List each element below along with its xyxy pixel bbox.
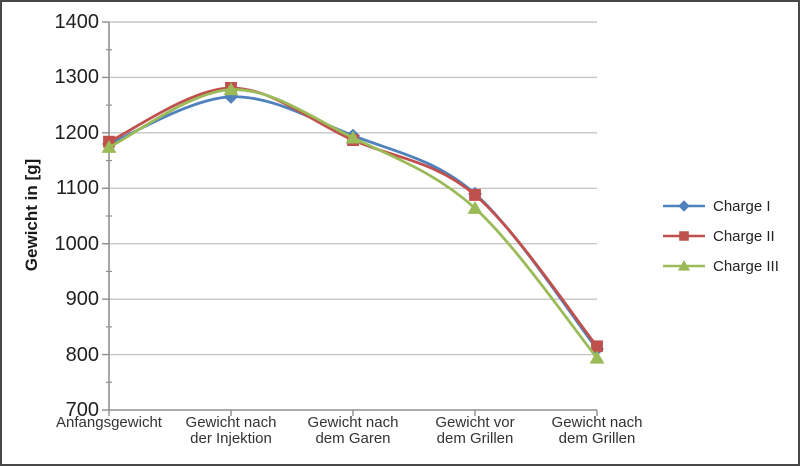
legend-item-charge-ii: Charge II	[661, 221, 779, 251]
legend-label: Charge I	[713, 197, 771, 215]
x-axis-category-label: Anfangsgewicht	[45, 415, 173, 431]
x-axis-category-label: Gewicht nach dem Garen	[289, 415, 417, 447]
x-axis-category-label-line: Gewicht nach	[185, 414, 277, 431]
y-axis-tick-label: 900	[65, 288, 99, 311]
series-marker-triangle-charge-iii	[101, 139, 117, 153]
y-axis-tick-label: 800	[65, 343, 99, 366]
legend-marker-diamond-icon	[663, 200, 705, 212]
series-marker-square-charge-ii	[469, 189, 481, 201]
series-marker-triangle-charge-iii	[223, 82, 239, 96]
y-axis-tick-label: 1000	[54, 232, 100, 255]
x-axis-category-label-line: Gewicht vor	[435, 414, 515, 431]
legend-item-charge-i: Charge I	[661, 191, 779, 221]
series-marker-triangle-charge-iii	[345, 130, 361, 144]
series-line-charge-ii	[107, 86, 599, 348]
series-marker-triangle-charge-iii	[467, 200, 483, 214]
x-axis-category-label-line: dem Grillen	[436, 430, 514, 447]
y-axis-tick-label: 1300	[54, 66, 100, 89]
x-axis-category-label: Gewicht nach der Injektion	[167, 415, 295, 447]
y-axis-tick-label: 1200	[54, 121, 100, 144]
legend-marker-shape	[677, 259, 691, 271]
legend-label: Charge III	[713, 257, 779, 275]
series-marker-square-charge-ii	[591, 340, 603, 353]
legend: Charge I Charge II Charge III	[661, 191, 779, 281]
x-axis-category-label: Gewicht vor dem Grillen	[411, 415, 539, 447]
x-axis-category-label-line: Gewicht nach	[307, 414, 399, 431]
legend-marker-square-icon	[663, 231, 705, 241]
x-axis-category-label-line: Gewicht nach	[551, 414, 643, 431]
y-axis-tick-label: 700	[65, 399, 99, 421]
x-axis-category-label-line: dem Grillen	[558, 430, 636, 447]
x-axis-category-label-line: der Injektion	[190, 430, 272, 447]
y-axis-tick-label: 1100	[55, 177, 99, 200]
x-axis-category-label-line: Anfangsgewicht	[56, 414, 162, 431]
legend-marker-triangle-icon	[663, 259, 705, 271]
x-axis-category-label-line: dem Garen	[315, 430, 391, 447]
x-axis-category-label: Gewicht nach dem Grillen	[533, 415, 661, 447]
legend-item-charge-iii: Charge III	[661, 251, 779, 281]
legend-label: Charge II	[713, 227, 775, 245]
y-axis-title: Gewicht in [g]	[22, 158, 41, 272]
y-axis-tick-label: 1400	[54, 11, 100, 33]
legend-marker-shape	[678, 200, 690, 212]
series-marker-triangle-charge-iii	[589, 350, 605, 364]
legend-marker-shape	[679, 231, 689, 241]
